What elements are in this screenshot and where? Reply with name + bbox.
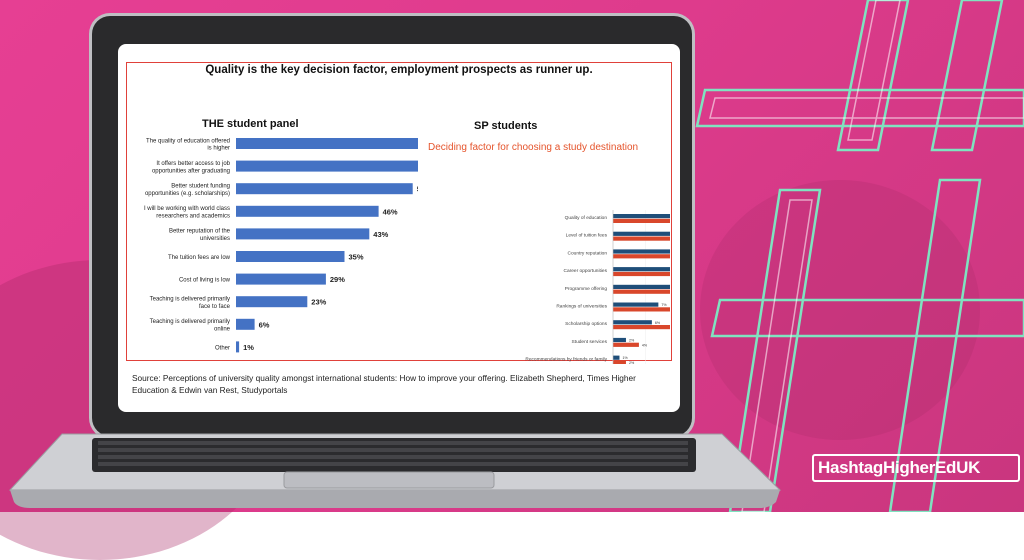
left-category-label: face to face	[199, 304, 231, 310]
left-category-label: Other	[215, 345, 230, 351]
left-bar	[236, 296, 308, 308]
laptop-base	[8, 433, 782, 508]
left-category-label: Better reputation of the	[169, 229, 231, 235]
eea-bar	[613, 249, 670, 254]
eea-bar	[613, 337, 626, 343]
eea-bar	[613, 355, 620, 360]
left-value-label: 6%	[259, 320, 270, 329]
non-eea-bar	[613, 289, 670, 294]
right-category-label: Quality of education	[565, 215, 608, 221]
left-category-label: It offers better access to job	[156, 161, 230, 167]
left-category-label: The quality of education offered	[146, 138, 230, 144]
non-eea-bar	[613, 236, 670, 241]
non-eea-value-label: 4%	[642, 343, 648, 347]
right-category-label: Student services	[572, 339, 608, 345]
source-note: Source: Perceptions of university qualit…	[132, 373, 636, 395]
eea-value-label: 7%	[661, 303, 667, 307]
non-eea-bar	[613, 271, 670, 277]
non-eea-bar	[613, 218, 670, 223]
left-value-label: 29%	[330, 275, 345, 284]
left-value-label: 43%	[373, 230, 388, 239]
left-category-label: Cost of living is low	[179, 278, 231, 284]
right-category-label: Country reputation	[568, 250, 608, 256]
slide-title: Quality is the key decision factor, empl…	[205, 64, 593, 76]
brand-logo-frame	[812, 454, 1020, 482]
right-category-label: Recommendations by friends or family	[525, 357, 607, 363]
left-bar	[236, 251, 345, 262]
hash-stroke-3	[695, 88, 1024, 128]
non-eea-bar	[613, 307, 670, 312]
right-category-label: Level of tuition fees	[566, 233, 608, 239]
brand-logo: HashtagHigherEdUK	[812, 454, 1020, 484]
slide-frame	[126, 62, 672, 361]
eea-bar	[613, 302, 659, 307]
hash-stroke-5	[728, 188, 822, 512]
left-value-label: 35%	[349, 253, 364, 262]
left-category-label: Better student funding	[171, 184, 230, 190]
eea-value-label: 1%	[622, 356, 628, 360]
left-category-label: online	[214, 327, 231, 333]
left-bar	[236, 160, 418, 172]
hash-stroke-6	[888, 178, 982, 512]
left-value-label: 1%	[243, 343, 254, 352]
left-category-label: I will be working with world class	[144, 206, 230, 212]
brand-text: HashtagHigherEdUK	[818, 458, 981, 477]
right-chart-title: SP students	[474, 120, 538, 132]
left-bar	[236, 341, 240, 353]
left-category-label: is higher	[207, 146, 230, 152]
left-bar	[236, 138, 418, 149]
left-category-label: researchers and academics	[156, 214, 230, 220]
right-category-label: Scholarship options	[565, 321, 607, 327]
hash-stroke-2	[930, 0, 1004, 152]
right-category-label: Career opportunities	[564, 268, 608, 274]
left-bar-chart: The quality of education offered is highe…	[144, 138, 418, 353]
right-chart-subtitle: Deciding factor for choosing a study des…	[428, 142, 639, 153]
left-category-label: universities	[200, 236, 230, 242]
right-category-label: Rankings of universities	[556, 304, 607, 310]
non-eea-value-label: 2%	[629, 361, 635, 364]
non-eea-bar	[613, 325, 670, 330]
left-category-label: Teaching is delivered primarily	[150, 297, 230, 303]
left-chart-title: THE student panel	[202, 118, 299, 130]
eea-bar	[613, 231, 670, 236]
non-eea-bar	[613, 254, 670, 259]
left-bar	[236, 228, 370, 240]
right-bar-chart: 0%5%10%15%20%25%Quality of education22%1…	[525, 210, 670, 364]
left-bar	[236, 318, 255, 330]
left-value-label: 57%	[417, 185, 418, 194]
eea-bar	[613, 284, 670, 289]
hash-decoration	[695, 0, 1024, 512]
left-value-label: 23%	[311, 298, 326, 307]
laptop-screen: Quality is the key decision factor, empl…	[118, 44, 680, 412]
left-bar	[236, 205, 379, 217]
eea-value-label: 6%	[655, 321, 661, 325]
non-eea-bar	[613, 342, 639, 347]
left-category-label: opportunities after graduating	[152, 168, 230, 174]
left-bar	[236, 273, 326, 285]
left-category-label: The tuition fees are low	[168, 255, 231, 261]
left-value-label: 46%	[383, 207, 398, 216]
eea-value-label: 2%	[629, 339, 635, 343]
left-category-label: Teaching is delivered primarily	[150, 319, 230, 325]
left-bar	[236, 183, 413, 195]
eea-bar	[613, 267, 670, 272]
non-eea-bar	[613, 360, 626, 364]
eea-bar	[613, 320, 652, 325]
trackpad	[283, 471, 495, 489]
right-category-label: Programme offering	[565, 286, 608, 292]
eea-bar	[613, 214, 670, 219]
hash-stroke-1	[836, 0, 910, 152]
left-category-label: opportunities (e.g. scholarships)	[145, 191, 230, 197]
